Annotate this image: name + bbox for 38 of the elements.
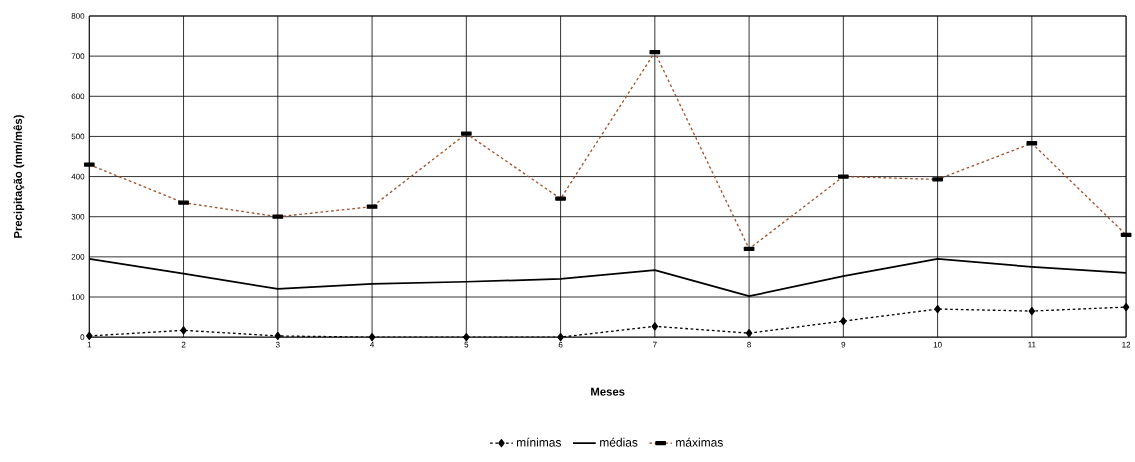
- y-tick-label: 700: [71, 53, 85, 59]
- y-tick-label: 800: [71, 12, 85, 19]
- y-tick-label: 600: [71, 93, 85, 99]
- y-tick-label: 400: [71, 173, 85, 180]
- x-tick-label: 8: [747, 341, 751, 348]
- point: [651, 321, 659, 331]
- x-tick-label: 4: [370, 341, 375, 348]
- point: [1028, 306, 1036, 315]
- y-tick-label: 300: [71, 213, 85, 220]
- x-tick-label: 12: [1122, 341, 1131, 348]
- x-tick-label: 10: [933, 341, 942, 348]
- legend-label: máximas: [676, 437, 723, 447]
- x-tick-label: 7: [653, 341, 657, 348]
- y-tick-label: 100: [71, 293, 85, 300]
- x-tick-label: 2: [181, 341, 186, 348]
- legend-label: mínimas: [516, 437, 562, 447]
- point: [745, 328, 753, 338]
- point: [180, 325, 187, 335]
- point: [86, 331, 93, 340]
- y-axis-title: Precipitação (mm/mês): [13, 114, 25, 238]
- x-tick-label: 5: [464, 341, 469, 348]
- y-tick-label: 0: [80, 334, 85, 340]
- x-axis-title: Meses: [591, 387, 625, 396]
- y-tick-label: 500: [71, 133, 85, 140]
- x-tick-label: 1: [87, 341, 92, 348]
- y-tick-label: 200: [71, 253, 85, 260]
- x-tick-label: 9: [841, 341, 846, 348]
- x-tick-label: 6: [558, 341, 563, 348]
- point: [934, 304, 941, 313]
- point: [840, 316, 847, 326]
- legend-label: médias: [600, 437, 638, 447]
- x-tick-label: 3: [275, 341, 280, 348]
- point: [368, 332, 376, 342]
- x-tick-label: 11: [1028, 341, 1036, 348]
- point: [274, 331, 282, 340]
- point: [557, 332, 564, 342]
- point: [463, 332, 470, 342]
- point: [1122, 302, 1130, 311]
